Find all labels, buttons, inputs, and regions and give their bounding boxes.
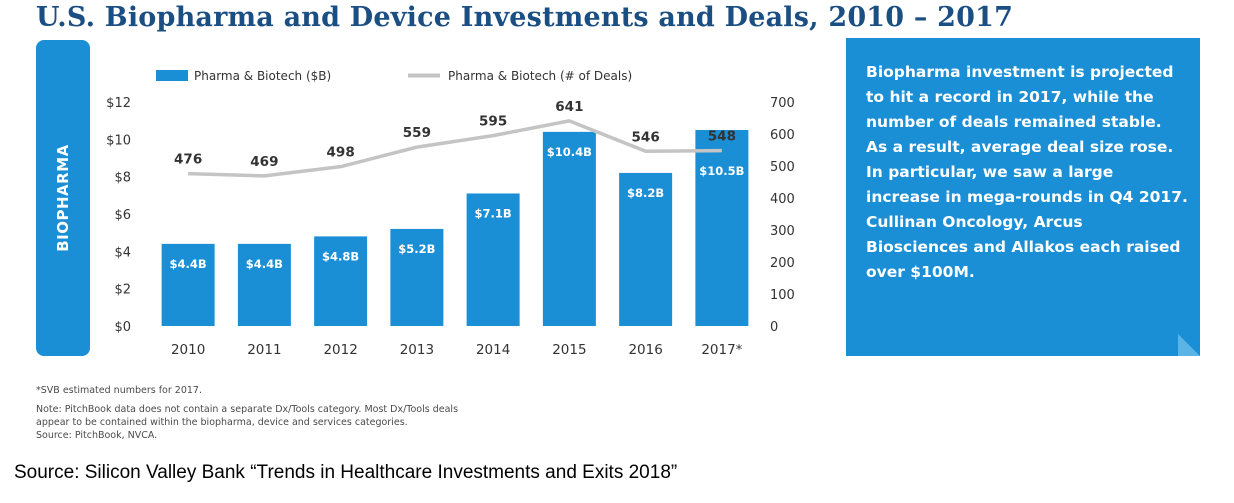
legend-bar-swatch — [156, 70, 188, 81]
y-left-tick-label: $10 — [106, 133, 131, 148]
deal-count-label: 469 — [250, 154, 278, 170]
callout-box: Biopharma investment is projected to hit… — [846, 38, 1200, 356]
x-tick-label: 2017* — [701, 342, 742, 358]
footnote-note-line2: appear to be contained within the biopha… — [36, 417, 408, 428]
bar — [390, 228, 444, 326]
bar-value-label: $8.2B — [627, 186, 664, 200]
source-caption: Source: Silicon Valley Bank “Trends in H… — [14, 462, 678, 483]
chart: $0 $2 $4 $6 $8 $10 $12 0 100 200 300 400 500 600 700 $4… — [106, 69, 795, 358]
deal-count-label: 559 — [403, 125, 431, 141]
deal-count-label: 641 — [555, 99, 583, 115]
x-tick-label: 2011 — [247, 342, 281, 358]
chart-title: U.S. Biopharma and Device Investments an… — [36, 2, 1014, 33]
x-tick-label: 2016 — [628, 342, 662, 358]
legend-bar-label: Pharma & Biotech ($B) — [194, 69, 331, 83]
footnote-estimate: *SVB estimated numbers for 2017. — [36, 385, 202, 396]
x-tick-label: 2012 — [323, 342, 357, 358]
bar-value-label: $7.1B — [475, 206, 512, 220]
bar — [237, 243, 291, 326]
callout-text: Biopharma investment is projected to hit… — [866, 63, 1188, 281]
y-right-tick-label: 100 — [770, 288, 795, 303]
x-tick-label: 2014 — [476, 342, 510, 358]
bar — [466, 193, 520, 326]
y-right-tick-label: 600 — [770, 128, 795, 143]
x-tick-label: 2013 — [400, 342, 434, 358]
y-right-tick-label: 700 — [770, 96, 795, 111]
footnote-note-line1: Note: PitchBook data does not contain a … — [36, 404, 459, 415]
x-tick-label: 2010 — [171, 342, 205, 358]
bar — [542, 131, 596, 326]
y-right-tick-label: 400 — [770, 192, 795, 207]
y-left-tick-label: $4 — [114, 245, 131, 260]
y-left-tick-label: $0 — [114, 320, 131, 335]
deal-count-label: 546 — [632, 129, 660, 145]
y-right-tick-label: 200 — [770, 256, 795, 271]
deals-line — [188, 119, 722, 178]
bar — [619, 172, 673, 326]
bar-value-label: $4.4B — [170, 257, 207, 271]
bar-value-label: $10.4B — [547, 145, 592, 159]
y-right-tick-label: 0 — [770, 320, 778, 335]
bar-value-label: $10.5B — [699, 164, 744, 178]
y-left-tick-label: $12 — [106, 96, 131, 111]
deal-count-label: 548 — [708, 129, 736, 145]
footnotes: *SVB estimated numbers for 2017. Note: P… — [36, 384, 458, 442]
bar — [314, 236, 368, 326]
callout-fold — [1178, 334, 1200, 356]
footnote-source: Source: PitchBook, NVCA. — [36, 430, 158, 441]
deal-count-label: 498 — [327, 145, 355, 161]
x-tick-label: 2015 — [552, 342, 586, 358]
y-left-tick-label: $2 — [114, 283, 131, 298]
bar-value-label: $4.8B — [322, 249, 359, 263]
y-right-tick-label: 500 — [770, 160, 795, 175]
legend-line-label: Pharma & Biotech (# of Deals) — [448, 69, 632, 83]
y-left-tick-label: $6 — [114, 208, 131, 223]
bar-value-label: $5.2B — [398, 242, 435, 256]
y-left-tick-label: $8 — [114, 171, 131, 186]
deal-count-label: 595 — [479, 114, 507, 130]
deal-count-label: 476 — [174, 152, 202, 168]
side-tab — [36, 40, 90, 356]
bar-value-label: $4.4B — [246, 257, 283, 271]
bar — [161, 243, 215, 326]
bar — [695, 130, 749, 326]
y-right-tick-label: 300 — [770, 224, 795, 239]
